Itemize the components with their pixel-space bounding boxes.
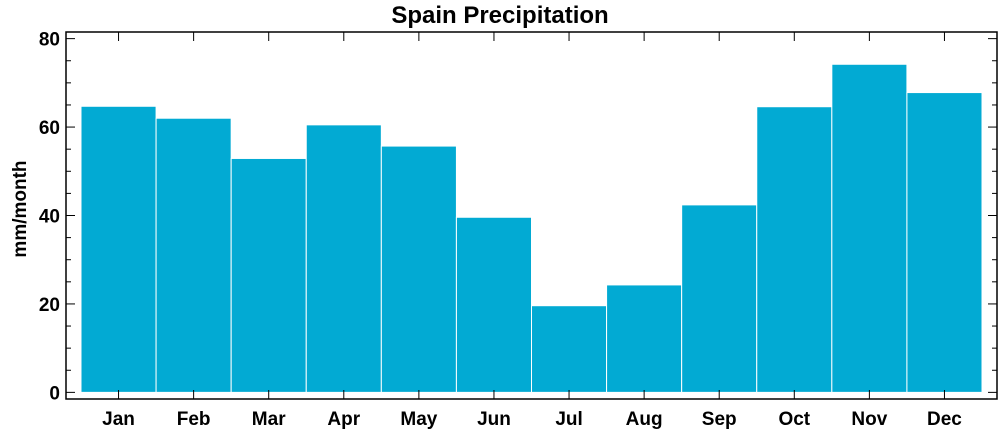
bar-dec (906, 92, 983, 393)
x-tick-label-mar: Mar (252, 409, 286, 430)
bar-feb (155, 117, 232, 393)
x-tick-label-apr: Apr (327, 409, 360, 430)
axis-ticks (66, 32, 997, 399)
y-tick-labels: 0 20 40 60 80 (39, 30, 60, 405)
bar-jun (455, 216, 532, 393)
bar-mar (230, 157, 307, 393)
chart-title: Spain Precipitation (391, 2, 609, 29)
bar-aug (606, 284, 683, 393)
y-tick-label: 20 (39, 295, 60, 316)
bar-jul (531, 305, 608, 393)
x-tick-label-may: May (400, 409, 437, 430)
bar-oct (756, 106, 833, 393)
bar-nov (831, 63, 908, 393)
x-tick-label-jan: Jan (102, 409, 135, 430)
bar-sep (681, 204, 758, 393)
plot-frame (65, 31, 998, 400)
x-tick-label-dec: Dec (927, 409, 962, 430)
bar-jan (80, 105, 157, 393)
x-tick-label-jul: Jul (555, 409, 582, 430)
x-tick-label-aug: Aug (626, 409, 663, 430)
x-tick-labels: Jan Feb Mar Apr May Jun Jul Aug Sep Oct Nov Dec (102, 409, 962, 430)
bar-may (380, 145, 457, 393)
x-tick-label-oct: Oct (778, 409, 810, 430)
bars-group (80, 63, 983, 393)
x-tick-label-sep: Sep (702, 409, 737, 430)
bar-apr (305, 124, 382, 393)
y-tick-label: 60 (39, 118, 60, 139)
y-tick-label: 0 (49, 383, 60, 404)
y-tick-label: 80 (39, 30, 60, 51)
x-tick-label-feb: Feb (177, 409, 211, 430)
x-tick-label-nov: Nov (851, 409, 887, 430)
y-tick-label: 40 (39, 207, 60, 228)
x-tick-label-jun: Jun (477, 409, 511, 430)
